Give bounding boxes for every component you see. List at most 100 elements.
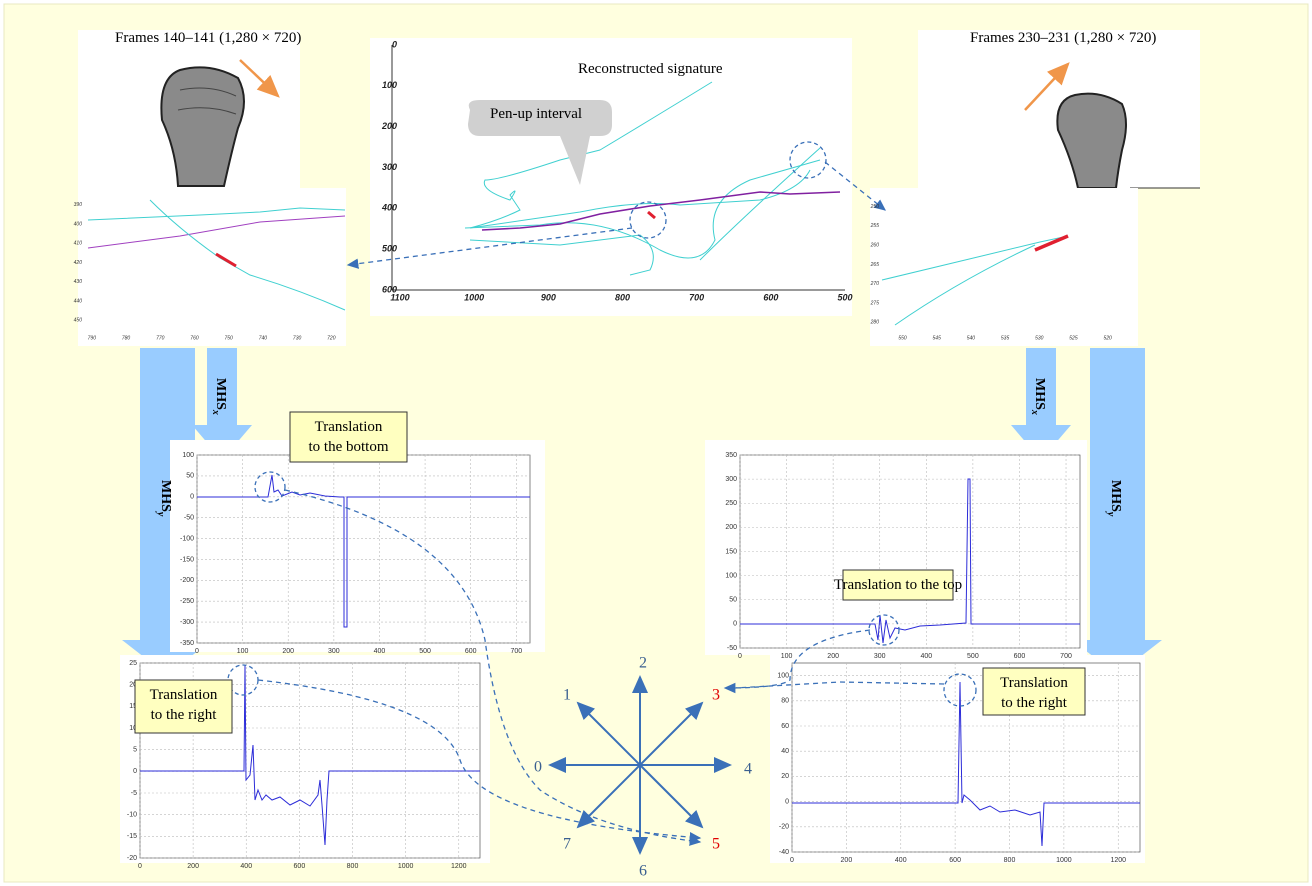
y-tick-label: -100 bbox=[180, 535, 194, 542]
y-tick-label: 100 bbox=[777, 672, 789, 679]
x-tick-label: 0 bbox=[138, 863, 142, 870]
x-tick-label: 200 bbox=[827, 653, 839, 660]
y-tick-label: 350 bbox=[725, 452, 737, 459]
y-tick-label: 25 bbox=[129, 660, 137, 667]
callout-text: to the bottom bbox=[309, 439, 389, 455]
x-tick-label: 790 bbox=[88, 335, 97, 341]
y-tick-label: 250 bbox=[725, 500, 737, 507]
y-tick-label: -10 bbox=[127, 812, 137, 819]
direction-label: 4 bbox=[744, 761, 752, 778]
x-tick-label: 200 bbox=[187, 863, 199, 870]
direction-label: 5 bbox=[712, 836, 720, 853]
x-tick-label: 700 bbox=[510, 648, 522, 655]
x-tick-label: 525 bbox=[1069, 335, 1078, 341]
y-tick-label: 200 bbox=[381, 121, 397, 131]
y-tick-label: 260 bbox=[870, 242, 880, 248]
zoom-right bbox=[870, 188, 1138, 346]
y-tick-label: 255 bbox=[870, 223, 880, 229]
arrow-label-main: MHS bbox=[158, 480, 173, 512]
x-tick-label: 1200 bbox=[1110, 857, 1126, 864]
y-tick-label: 0 bbox=[190, 494, 194, 501]
x-tick-label: 1000 bbox=[464, 292, 484, 302]
x-tick-label: 535 bbox=[1001, 335, 1010, 341]
x-tick-label: 800 bbox=[347, 863, 359, 870]
y-tick-label: 300 bbox=[725, 476, 737, 483]
x-tick-label: 100 bbox=[781, 653, 793, 660]
callout-text: to the right bbox=[151, 707, 218, 723]
x-tick-label: 100 bbox=[237, 648, 249, 655]
y-tick-label: -40 bbox=[779, 849, 789, 856]
x-tick-label: 500 bbox=[419, 648, 431, 655]
y-tick-label: 280 bbox=[870, 320, 880, 326]
y-tick-label: -5 bbox=[131, 790, 137, 797]
x-tick-label: 545 bbox=[933, 335, 942, 341]
y-tick-label: 150 bbox=[725, 548, 737, 555]
callout-text: Translation bbox=[1000, 675, 1068, 691]
zoom-left bbox=[78, 188, 346, 346]
y-tick-label: -350 bbox=[180, 640, 194, 647]
x-tick-label: 740 bbox=[259, 335, 268, 341]
x-tick-label: 600 bbox=[763, 292, 778, 302]
arrow-label-sub: y bbox=[1105, 511, 1116, 517]
callout-text: Translation to the top bbox=[834, 577, 962, 593]
y-tick-label: 0 bbox=[392, 39, 397, 49]
x-tick-label: 600 bbox=[1014, 653, 1026, 660]
callout-text: Translation bbox=[150, 687, 218, 703]
x-tick-label: 720 bbox=[327, 335, 336, 341]
x-tick-label: 550 bbox=[898, 335, 907, 341]
x-tick-label: 700 bbox=[689, 292, 704, 302]
x-tick-label: 750 bbox=[225, 335, 234, 341]
x-tick-label: 540 bbox=[967, 335, 976, 341]
x-tick-label: 760 bbox=[190, 335, 199, 341]
callout-text: Translation bbox=[315, 419, 383, 435]
y-tick-label: 50 bbox=[729, 597, 737, 604]
x-tick-label: 0 bbox=[790, 857, 794, 864]
y-tick-label: 420 bbox=[74, 260, 83, 266]
y-tick-label: 0 bbox=[785, 798, 789, 805]
y-tick-label: 400 bbox=[74, 221, 83, 227]
signature-panel bbox=[370, 38, 852, 316]
y-tick-label: 50 bbox=[186, 473, 194, 480]
y-tick-label: 600 bbox=[382, 284, 397, 294]
x-tick-label: 300 bbox=[874, 653, 886, 660]
y-tick-label: 100 bbox=[382, 80, 397, 90]
arrow-label-main: MHS bbox=[1032, 378, 1047, 410]
y-tick-label: 450 bbox=[74, 318, 83, 324]
y-tick-label: -20 bbox=[779, 824, 789, 831]
frame-caption: Frames 230–231 (1,280 × 720) bbox=[970, 30, 1156, 46]
y-tick-label: 275 bbox=[870, 300, 880, 306]
y-tick-label: 5 bbox=[133, 747, 137, 754]
direction-label: 1 bbox=[563, 687, 571, 704]
x-tick-label: 0 bbox=[738, 653, 742, 660]
y-tick-label: -15 bbox=[127, 833, 137, 840]
x-tick-label: 730 bbox=[293, 335, 302, 341]
y-tick-label: 100 bbox=[182, 452, 194, 459]
y-tick-label: -20 bbox=[127, 855, 137, 862]
x-tick-label: 700 bbox=[1060, 653, 1072, 660]
y-tick-label: -150 bbox=[180, 556, 194, 563]
y-tick-label: 250 bbox=[870, 204, 880, 210]
y-tick-label: 400 bbox=[381, 203, 397, 213]
y-tick-label: 500 bbox=[382, 244, 397, 254]
y-tick-label: 270 bbox=[870, 281, 880, 287]
arrow-label-main: MHS bbox=[213, 378, 228, 410]
y-tick-label: -50 bbox=[184, 515, 194, 522]
x-tick-label: 800 bbox=[615, 292, 630, 302]
x-tick-label: 600 bbox=[949, 857, 961, 864]
direction-label: 2 bbox=[639, 655, 647, 672]
plot-panel bbox=[705, 440, 1087, 655]
x-tick-label: 900 bbox=[541, 292, 556, 302]
y-tick-label: 40 bbox=[781, 748, 789, 755]
y-tick-label: 410 bbox=[74, 241, 83, 247]
y-tick-label: 20 bbox=[781, 773, 789, 780]
arrow-label-sub: y bbox=[155, 511, 166, 517]
x-tick-label: 530 bbox=[1035, 335, 1044, 341]
y-tick-label: 0 bbox=[133, 768, 137, 775]
x-tick-label: 400 bbox=[374, 648, 386, 655]
x-tick-label: 1000 bbox=[1056, 857, 1072, 864]
direction-label: 0 bbox=[534, 759, 542, 776]
y-tick-label: 265 bbox=[870, 262, 880, 268]
x-tick-label: 0 bbox=[195, 648, 199, 655]
y-tick-label: 60 bbox=[781, 723, 789, 730]
x-tick-label: 1000 bbox=[398, 863, 414, 870]
